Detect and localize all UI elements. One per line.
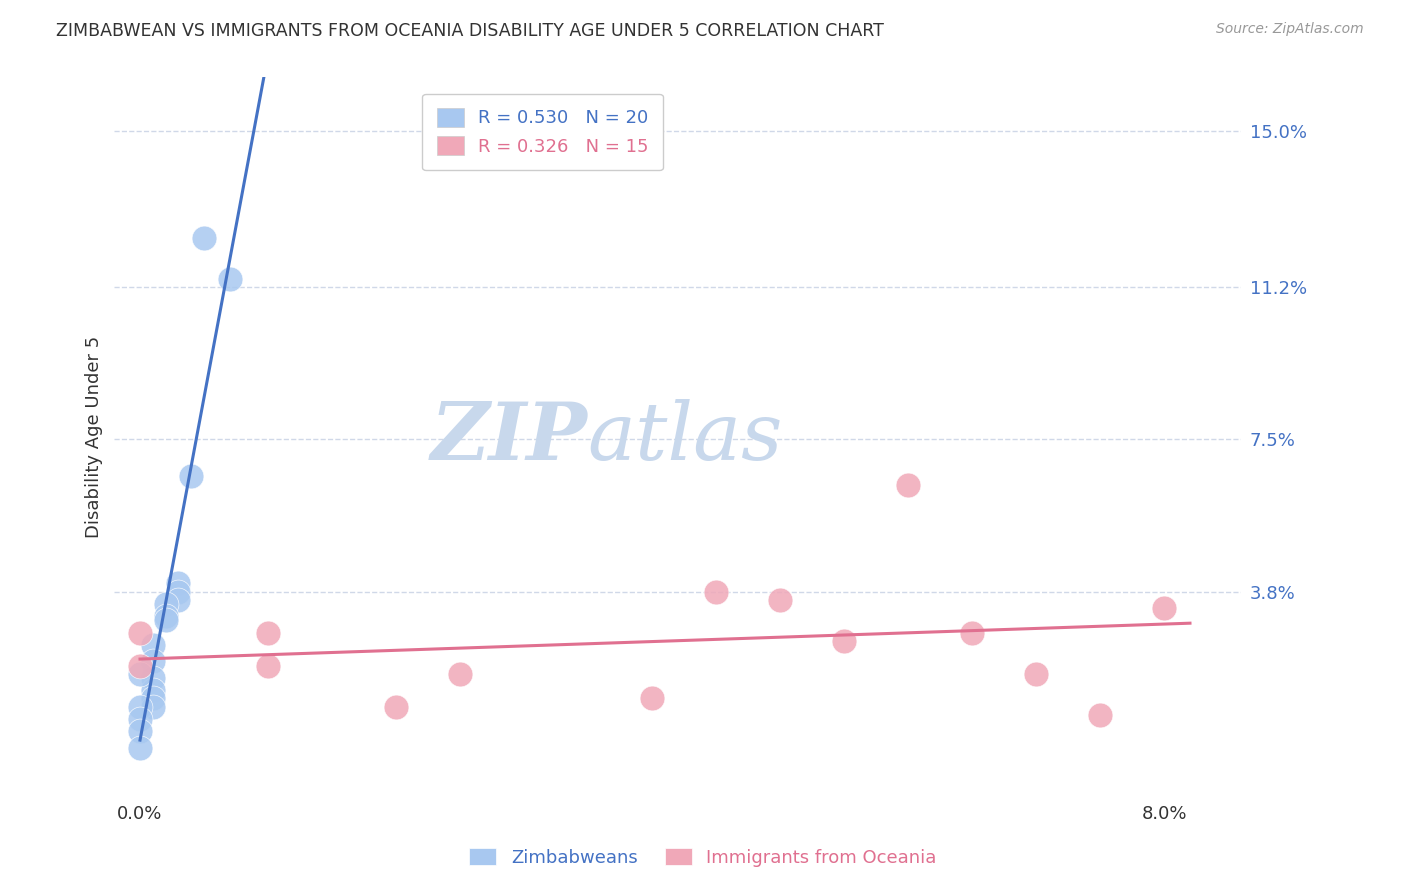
Point <box>155 613 177 627</box>
Point <box>142 671 165 685</box>
Point <box>1090 707 1112 722</box>
Point <box>129 740 152 755</box>
Point <box>449 666 471 681</box>
Text: ZIP: ZIP <box>430 399 588 476</box>
Point <box>962 625 984 640</box>
Point <box>257 625 280 640</box>
Point <box>218 272 240 286</box>
Point <box>769 592 792 607</box>
Legend: R = 0.530   N = 20, R = 0.326   N = 15: R = 0.530 N = 20, R = 0.326 N = 15 <box>422 94 664 170</box>
Point <box>641 691 664 706</box>
Point <box>155 597 177 611</box>
Point <box>897 477 920 491</box>
Text: ZIMBABWEAN VS IMMIGRANTS FROM OCEANIA DISABILITY AGE UNDER 5 CORRELATION CHART: ZIMBABWEAN VS IMMIGRANTS FROM OCEANIA DI… <box>56 22 884 40</box>
Point <box>129 666 152 681</box>
Point <box>129 724 152 739</box>
Point <box>142 683 165 698</box>
Point <box>180 469 202 483</box>
Point <box>129 625 152 640</box>
Point <box>142 655 165 669</box>
Point <box>385 699 408 714</box>
Point <box>142 691 165 706</box>
Point <box>155 609 177 624</box>
Legend: Zimbabweans, Immigrants from Oceania: Zimbabweans, Immigrants from Oceania <box>463 841 943 874</box>
Point <box>167 592 190 607</box>
Point <box>129 712 152 726</box>
Point <box>832 633 855 648</box>
Point <box>142 699 165 714</box>
Point <box>167 576 190 591</box>
Point <box>257 658 280 673</box>
Point <box>704 584 727 599</box>
Point <box>142 638 165 652</box>
Text: atlas: atlas <box>588 399 783 476</box>
Point <box>1153 601 1175 615</box>
Y-axis label: Disability Age Under 5: Disability Age Under 5 <box>86 336 103 539</box>
Point <box>167 584 190 599</box>
Point <box>1025 666 1047 681</box>
Point <box>193 231 215 245</box>
Text: Source: ZipAtlas.com: Source: ZipAtlas.com <box>1216 22 1364 37</box>
Point <box>129 658 152 673</box>
Point <box>129 699 152 714</box>
